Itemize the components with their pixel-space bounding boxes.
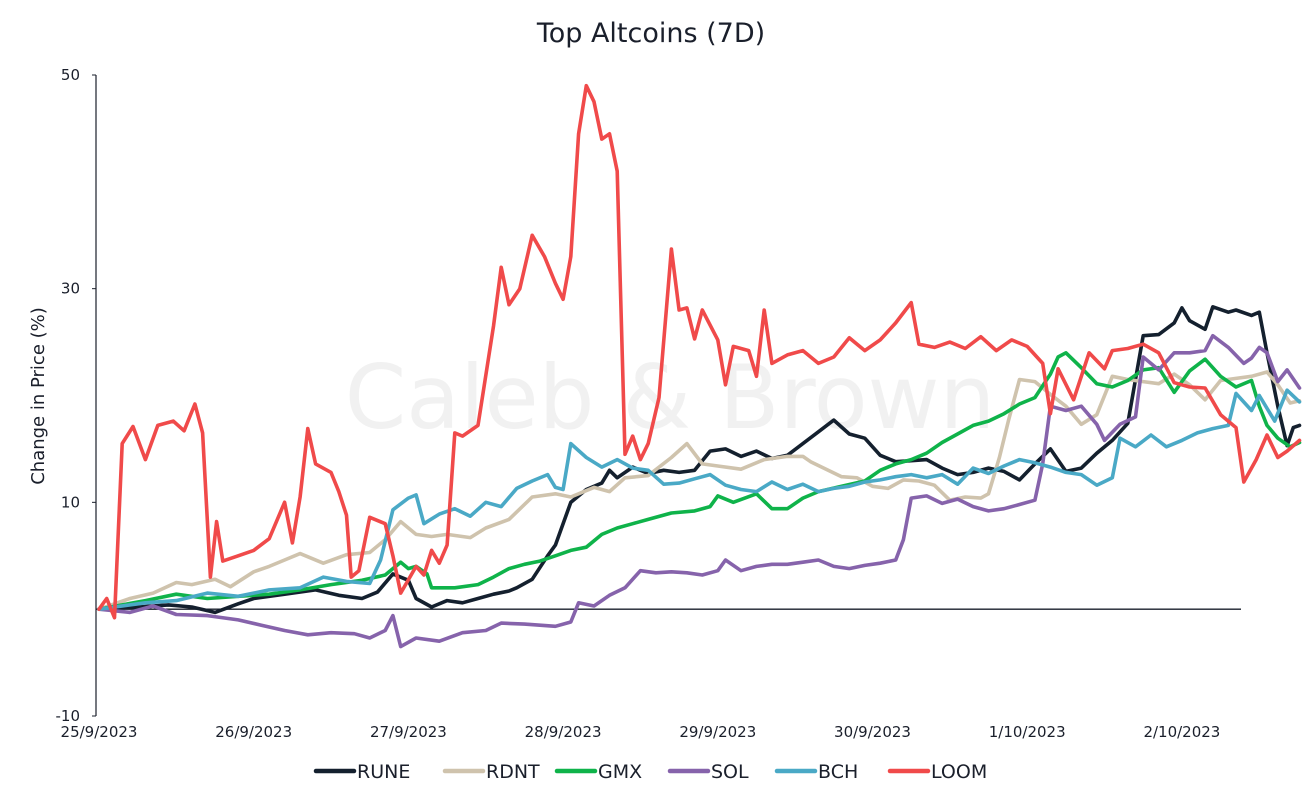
legend-item-gmx: GMX: [554, 761, 642, 783]
legend-label: LOOM: [931, 761, 987, 783]
legend-label: RUNE: [357, 761, 410, 783]
y-axis-label: Change in Price (%): [28, 307, 49, 485]
legend-label: BCH: [818, 761, 858, 783]
series-line-bch: [97, 388, 1302, 611]
series-lines: [97, 83, 1302, 649]
x-tick-label: 29/9/2023: [679, 723, 756, 741]
series-line-gmx: [97, 351, 1302, 611]
legend-label: GMX: [598, 761, 642, 783]
x-tick-label: 30/9/2023: [834, 723, 911, 741]
x-tick-label: 1/10/2023: [989, 723, 1066, 741]
x-tick-label: 26/9/2023: [215, 723, 292, 741]
x-tick-label: 28/9/2023: [525, 723, 602, 741]
x-tick-label: 2/10/2023: [1143, 723, 1220, 741]
chart-title: Top Altcoins (7D): [536, 18, 765, 49]
x-tick-label: 27/9/2023: [370, 723, 447, 741]
y-tick-label: -10: [56, 707, 81, 725]
legend-item-rdnt: RDNT: [442, 761, 540, 783]
legend-label: SOL: [711, 761, 749, 783]
legend-item-rune: RUNE: [313, 761, 410, 783]
y-tick-label: 50: [61, 66, 80, 84]
legend-item-sol: SOL: [667, 761, 749, 783]
y-tick-label: 10: [61, 493, 80, 511]
x-tick-label: 25/9/2023: [61, 723, 138, 741]
legend-label: RDNT: [486, 761, 540, 783]
legend-item-bch: BCH: [774, 761, 858, 783]
x-axis-ticks: 25/9/2023 26/9/2023 27/9/2023 28/9/2023 29/9…: [61, 723, 1221, 741]
legend-item-loom: LOOM: [887, 761, 987, 783]
y-tick-label: 30: [61, 280, 80, 298]
watermark: Caleb & Brown: [345, 346, 996, 449]
y-axis-ticks: -10 10 30 50: [56, 66, 96, 725]
series-line-loom: [97, 83, 1302, 620]
legend: RUNE RDNT GMX SOL BCH LOOM: [313, 761, 987, 783]
series-line-sol: [97, 333, 1302, 649]
